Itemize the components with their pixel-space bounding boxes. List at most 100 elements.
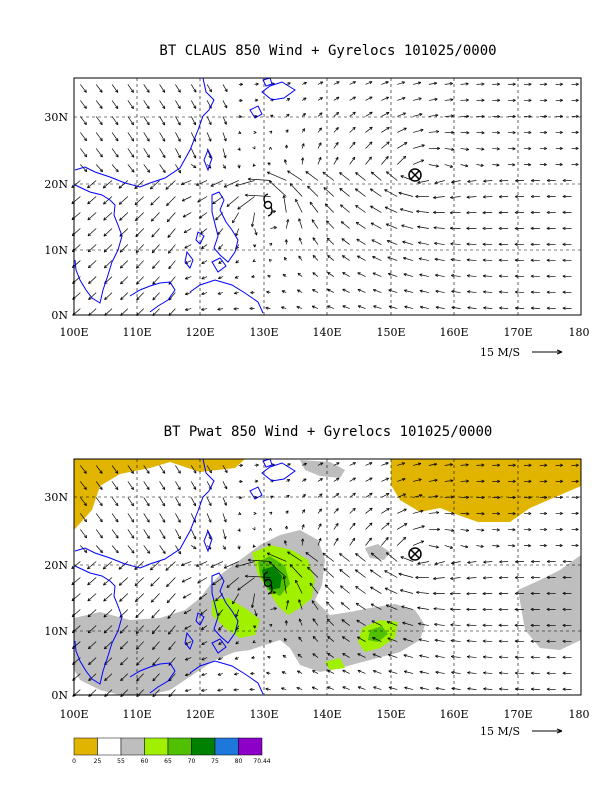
wind-vector-head [309,201,313,206]
wind-vector [312,653,319,658]
wind-vector-head [268,511,273,515]
wind-vector-head [450,98,454,102]
wind-vector-head [433,195,437,200]
wind-vector-head [234,672,238,676]
wind-vector-head [146,169,151,173]
x-tick: 160E [439,708,468,721]
wind-vector-head [399,589,404,593]
wind-vector [166,196,176,206]
wind-vector-head [352,477,356,481]
panel-top-gyre-marker [408,168,422,182]
wind-vector [111,84,119,93]
wind-vector [143,465,150,474]
wind-vector [301,157,304,165]
y-tick: 0N [51,689,68,702]
wind-vector-head [268,623,273,628]
wind-vector-head [335,112,340,116]
wind-vector-head [115,154,119,158]
wind-vector [104,292,113,300]
wind-vector [190,116,197,126]
wind-vector-head [372,637,376,641]
wind-vector [104,260,113,269]
wind-vector-head [352,156,356,161]
wind-vector [283,576,287,594]
wind-vector-head [312,636,316,640]
wind-vector [355,221,366,229]
wind-vector-head [318,156,322,161]
wind-vector-head [401,81,406,85]
wind-vector-head [326,237,331,241]
legend-swatch [167,737,192,756]
wind-vector [159,132,166,142]
wind-vector [357,272,366,277]
wind-vector [222,84,228,92]
wind-vector-head [496,147,500,151]
wind-vector-head [355,172,359,176]
wind-vector [168,673,176,682]
wind-vector-head [146,470,150,474]
wind-vector-head [403,273,407,277]
wind-vector [312,255,319,261]
wind-vector [127,481,134,490]
wind-vector-head [355,221,360,226]
wind-vector-head [466,655,471,659]
wind-vector-head [103,265,108,269]
wind-vector [297,653,303,658]
wind-vector-head [268,640,273,644]
wind-vector-head [319,97,323,101]
wind-vector [342,305,350,309]
wind-vector-head [419,654,423,658]
wind-vector [119,212,129,221]
wind-vector [297,670,303,674]
wind-vector-head [562,210,566,215]
wind-vector [80,545,88,553]
panel-bottom-frame [73,458,582,696]
wind-vector-head [327,635,331,640]
wind-vector-head [119,598,123,602]
wind-vector [333,156,339,165]
wind-vector [143,84,150,93]
wind-vector [333,477,340,482]
wind-vector-head [515,560,519,564]
wind-vector [412,494,423,498]
wind-vector-head [177,122,181,126]
wind-vector [434,242,445,245]
wind-vector-head [224,485,228,490]
wind-vector [428,131,439,133]
wind-vector [87,577,97,586]
wind-vector-head [168,646,172,651]
wind-vector-head [481,131,485,135]
wind-vector-head [165,186,169,190]
wind-vector-head [255,479,259,483]
wind-vector-head [181,198,186,202]
x-tick: 120E [185,708,214,721]
wind-vector [287,551,303,562]
wind-vector [102,180,113,189]
wind-vector-head [544,479,548,483]
y-tick: 10N [44,244,68,257]
wind-vector-head [215,217,219,221]
wind-vector [71,196,81,205]
wind-vector [152,292,160,301]
wind-vector [381,522,390,530]
wind-vector-head [152,677,156,682]
wind-vector [201,657,208,661]
wind-vector-head [312,618,316,622]
wind-vector-head [417,180,421,184]
wind-vector-head [319,478,323,482]
wind-vector [185,292,192,295]
wind-vector [111,497,119,507]
wind-vector-head [102,185,107,189]
wind-vector-head [267,274,271,278]
wind-vector-head [152,662,156,666]
wind-vector-head [356,255,361,259]
wind-vector-head [498,242,502,246]
wind-vector [355,553,366,562]
wind-vector [342,653,350,658]
wind-vector-head [387,272,392,276]
wind-vector-head [99,470,103,474]
wind-vector-head [131,535,135,539]
wind-vector-head [402,256,407,261]
wind-vector [217,308,223,310]
wind-vector [340,221,350,229]
